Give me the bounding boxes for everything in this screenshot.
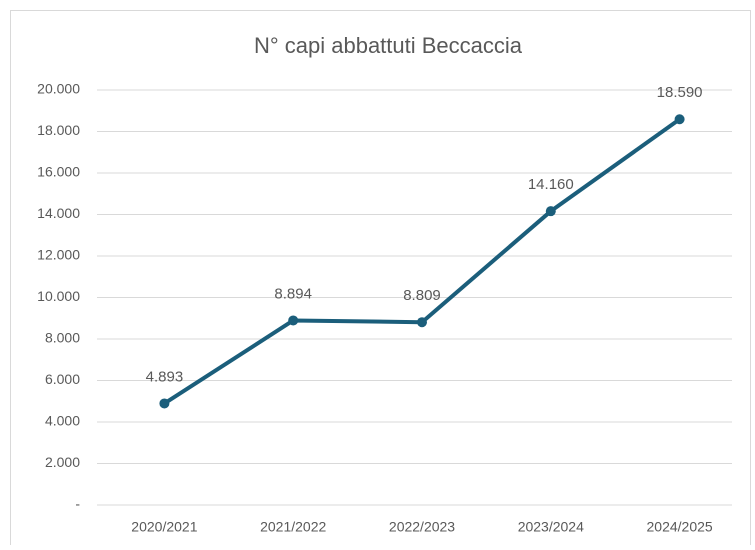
data-point	[288, 315, 299, 326]
y-tick-label: 14.000	[37, 205, 80, 221]
x-tick-label: 2021/2022	[260, 519, 326, 535]
data-label: 8.809	[403, 287, 441, 304]
x-tick-label: 2022/2023	[389, 519, 455, 535]
y-tick-label: 16.000	[37, 164, 80, 180]
y-tick-label: -	[75, 496, 80, 512]
data-point	[417, 317, 427, 328]
data-point	[159, 398, 170, 409]
data-label: 14.160	[528, 176, 574, 193]
x-tick-label: 2023/2024	[518, 519, 584, 535]
y-tick-label: 18.000	[37, 122, 80, 138]
data-label: 8.894	[274, 285, 312, 302]
data-point	[545, 206, 556, 217]
x-tick-label: 2024/2025	[647, 519, 713, 535]
y-tick-label: 2.000	[45, 454, 80, 470]
data-label: 18.590	[657, 84, 703, 101]
y-tick-label: 12.000	[37, 247, 80, 263]
y-tick-label: 20.000	[37, 81, 80, 97]
chart-title: N° capi abbattuti Beccaccia	[254, 33, 523, 58]
data-point	[674, 114, 685, 125]
y-tick-label: 8.000	[45, 330, 80, 346]
y-tick-label: 4.000	[45, 413, 80, 429]
y-tick-label: 6.000	[45, 371, 80, 387]
y-tick-label: 10.000	[37, 288, 80, 304]
chart-frame	[10, 10, 751, 550]
x-tick-label: 2020/2021	[131, 519, 197, 535]
data-label: 4.893	[146, 368, 184, 385]
